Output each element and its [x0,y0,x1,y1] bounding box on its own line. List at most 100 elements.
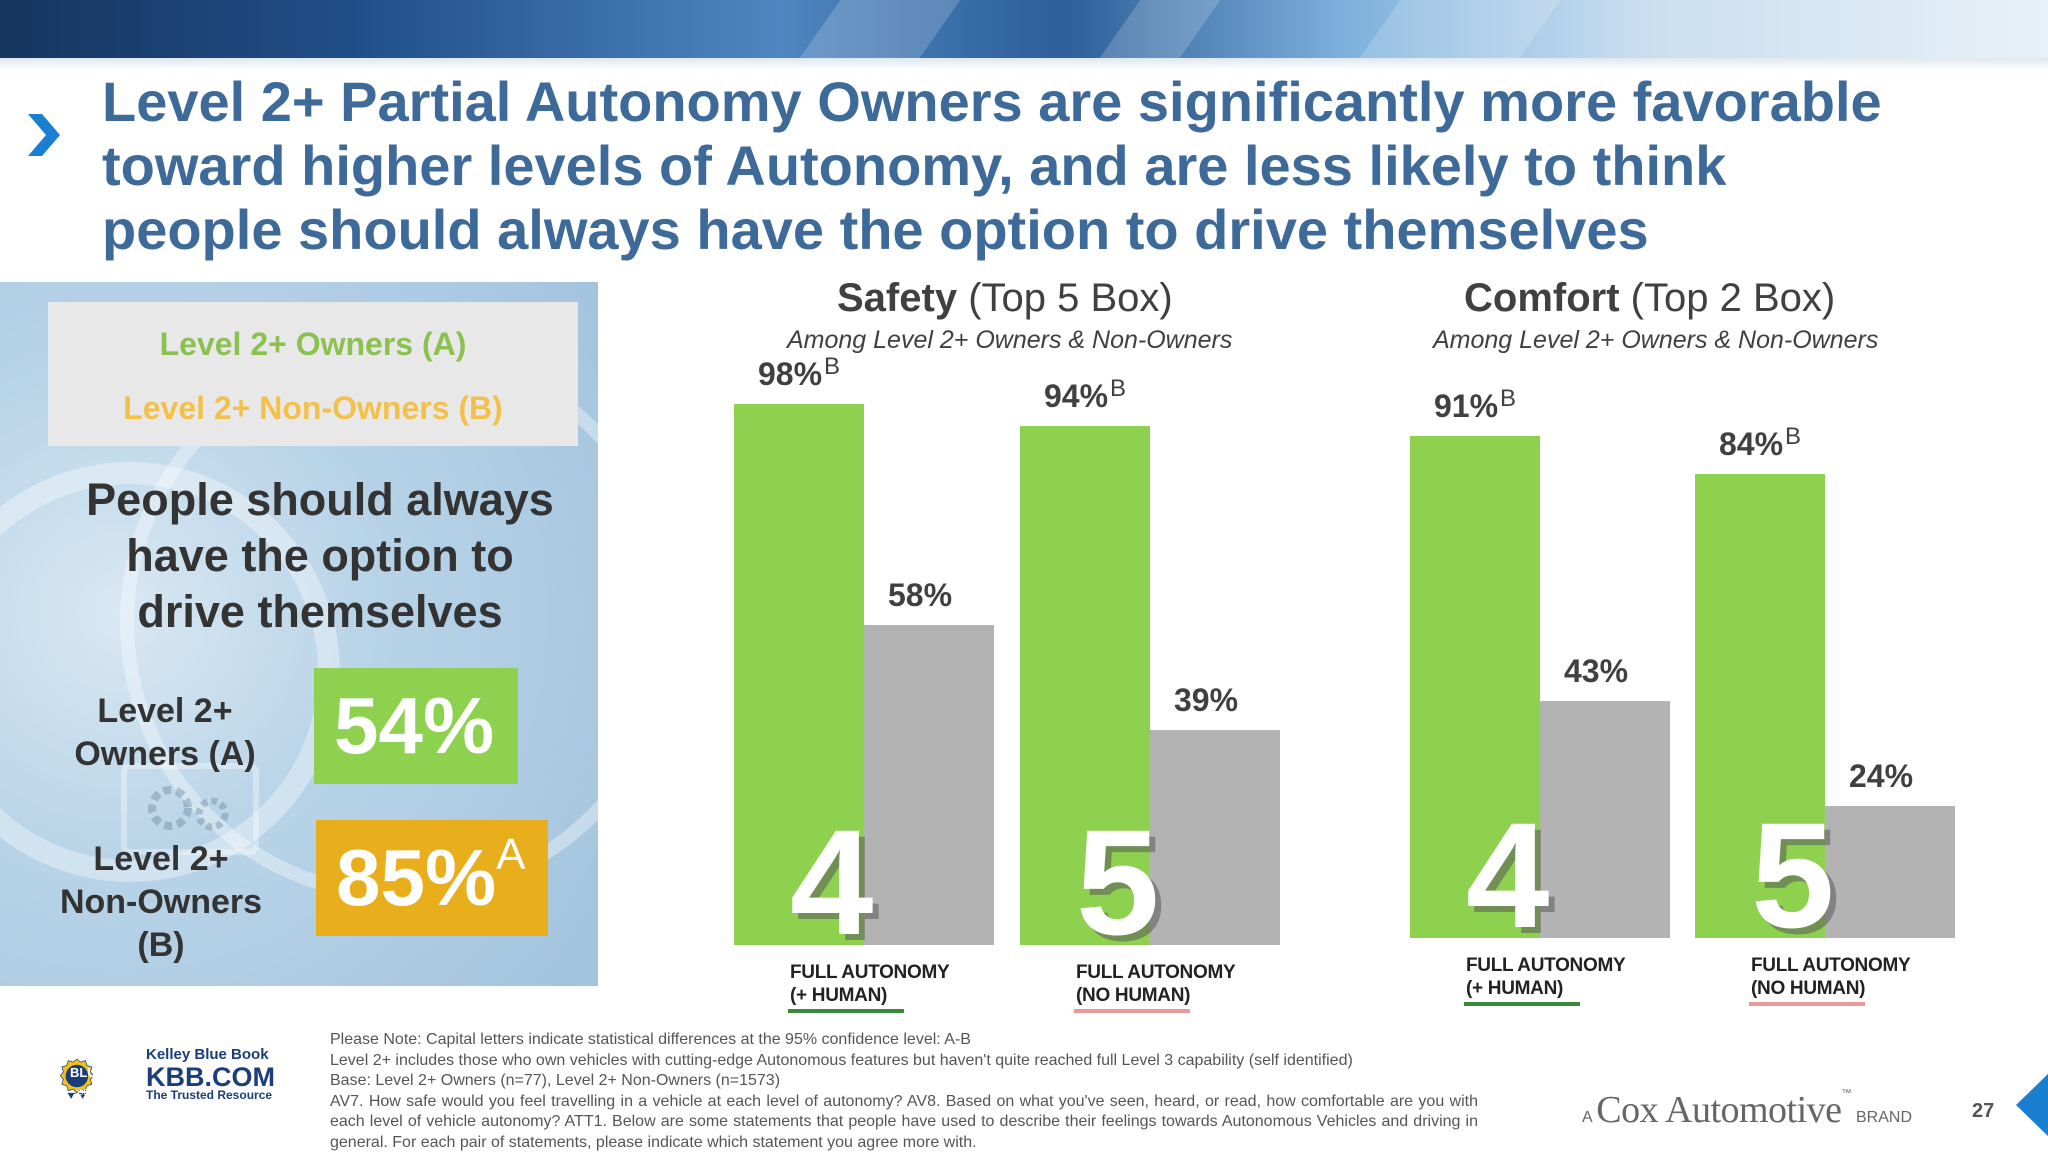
level-caption-line: FULL AUTONOMY [1076,962,1236,983]
data-label: 91%B [1434,384,1517,425]
data-label-value: 94% [1044,378,1109,415]
sig-letter: B [1110,375,1127,403]
legend: Level 2+ Owners (A) Level 2+ Non-Owners … [48,302,578,446]
group-label-line: (B) [137,926,185,964]
data-label: 43% [1564,653,1628,690]
brand-suffix: BRAND [1856,1109,1913,1126]
page-number: 27 [1972,1100,1995,1122]
kbb-logo [60,1058,94,1099]
cox-automotive-brand: A Cox Automotive™ BRAND [1582,1088,1912,1132]
group-label-line: Non-Owners [59,883,263,921]
level-number: 4 [1466,791,1550,959]
level-number: 4 [790,798,874,966]
level-caption-line: (+ HUMAN) [1466,978,1564,999]
statement-line: People should always [86,474,554,525]
level-caption-line: (NO HUMAN) [1751,978,1866,999]
gears-icon [121,763,259,855]
stat-owners: 54% [314,668,518,784]
footnote: Level 2+ includes those who own vehicles… [330,1051,1353,1069]
chevron-right-icon [28,114,60,156]
legend-non-owners: Level 2+ Non-Owners (B) [123,390,503,426]
sig-letter: B [1500,384,1517,412]
title-line: toward higher levels of Autonomy, and ar… [102,134,1727,197]
footnote: Please Note: Capital letters indicate st… [330,1031,971,1048]
group-label-line: Level 2+ [93,840,229,878]
statement-line: have the option to [126,530,514,581]
brand-prefix: A [1582,1109,1592,1126]
level-caption-line: FULL AUTONOMY [1751,955,1911,976]
page-title: Level 2+ Partial Autonomy Owners are sig… [102,70,2032,262]
group-label-owners: Level 2+ Owners (A) [40,690,290,776]
chart-subtitle-comfort: Among Level 2+ Owners & Non-Owners [1433,326,1879,354]
sig-letter: B [1785,423,1802,451]
brand-tm: ™ [1841,1088,1852,1099]
level-caption-line: FULL AUTONOMY [790,962,950,983]
banner-rule [0,58,2048,70]
stat-non-owners: 85%A [316,820,548,936]
data-label-value: 43% [1564,652,1629,689]
data-label: 39% [1174,682,1238,719]
footnotes: Please Note: Capital letters indicate st… [330,1030,1478,1152]
data-label: 94%B [1044,375,1127,415]
data-label: 98%B [758,353,841,393]
level-underline [1464,1002,1580,1006]
level-caption: FULL AUTONOMY (NO HUMAN) [1076,961,1236,1007]
legend-owners: Level 2+ Owners (A) [159,326,467,362]
data-label: 24% [1849,758,1913,795]
chart-title-bold: Safety [837,276,958,320]
statement-text: People should always have the option to … [40,472,598,640]
level-caption-line: (NO HUMAN) [1076,985,1191,1006]
chart-title-rest: (Top 5 Box) [968,276,1173,320]
bar-owners [1410,435,1540,938]
sig-letter: B [824,353,841,381]
stat-value: 85% [336,833,497,922]
chart-title-bold: Comfort [1464,276,1620,320]
corner-arrow-icon [2016,1073,2048,1137]
data-label-value: 39% [1174,681,1239,718]
group-label-line: Level 2+ [97,692,233,730]
chart-title-comfort: Comfort (Top 2 Box) [1464,276,1835,321]
left-panel: Level 2+ Owners (A) Level 2+ Non-Owners … [0,282,598,986]
group-label-line: Owners (A) [74,735,256,773]
level-caption: FULL AUTONOMY (NO HUMAN) [1751,954,1911,1000]
statement-line: drive themselves [137,586,503,637]
level-underline [1074,1009,1190,1013]
level-caption: FULL AUTONOMY (+ HUMAN) [1466,954,1626,1000]
level-underline [788,1009,904,1013]
level-caption-line: FULL AUTONOMY [1466,955,1626,976]
data-label-value: 58% [888,576,953,613]
data-label-value: 24% [1849,757,1914,794]
data-label-value: 98% [758,356,823,393]
bar-non-owners [1540,700,1670,938]
chart-title-rest: (Top 2 Box) [1630,276,1836,320]
bar-owners [1695,474,1825,938]
bar-non-owners [864,624,994,945]
data-label: 58% [888,577,952,614]
data-label: 84%B [1719,423,1802,463]
level-underline [1749,1002,1865,1006]
level-caption: FULL AUTONOMY (+ HUMAN) [790,961,950,1007]
badge-bottom: OFFICIAL GUIDE [77,1088,141,1097]
level-caption-line: (+ HUMAN) [790,985,888,1006]
title-line: Level 2+ Partial Autonomy Owners are sig… [102,70,1882,133]
bar-non-owners [1150,729,1280,945]
badge-top: KELLEY [83,1044,135,1059]
chart-subtitle-safety: Among Level 2+ Owners & Non-Owners [787,326,1233,354]
stat-sig: A [496,830,526,879]
data-label-value: 91% [1434,387,1499,424]
brand-name: Cox Automotive [1596,1089,1842,1131]
chart-title-safety: Safety (Top 5 Box) [837,276,1173,321]
bar-owners [734,404,864,945]
stat-value: 54% [334,681,495,770]
header-banner [0,0,2048,58]
badge-mid: BLUE BOOK [70,1065,148,1080]
data-label-value: 84% [1719,426,1784,463]
footnote: Base: Level 2+ Owners (n=77), Level 2+ N… [330,1072,781,1090]
title-line: people should always have the option to … [102,198,1649,261]
logo-line3: The Trusted Resource [146,1088,273,1102]
footnote: AV7. How safe would you feel travelling … [330,1092,1478,1151]
logo-line2: KBB.COM [146,1062,275,1092]
level-number: 5 [1076,798,1160,966]
logo-line1: Kelley Blue Book [146,1046,269,1063]
bar-owners [1020,426,1150,945]
